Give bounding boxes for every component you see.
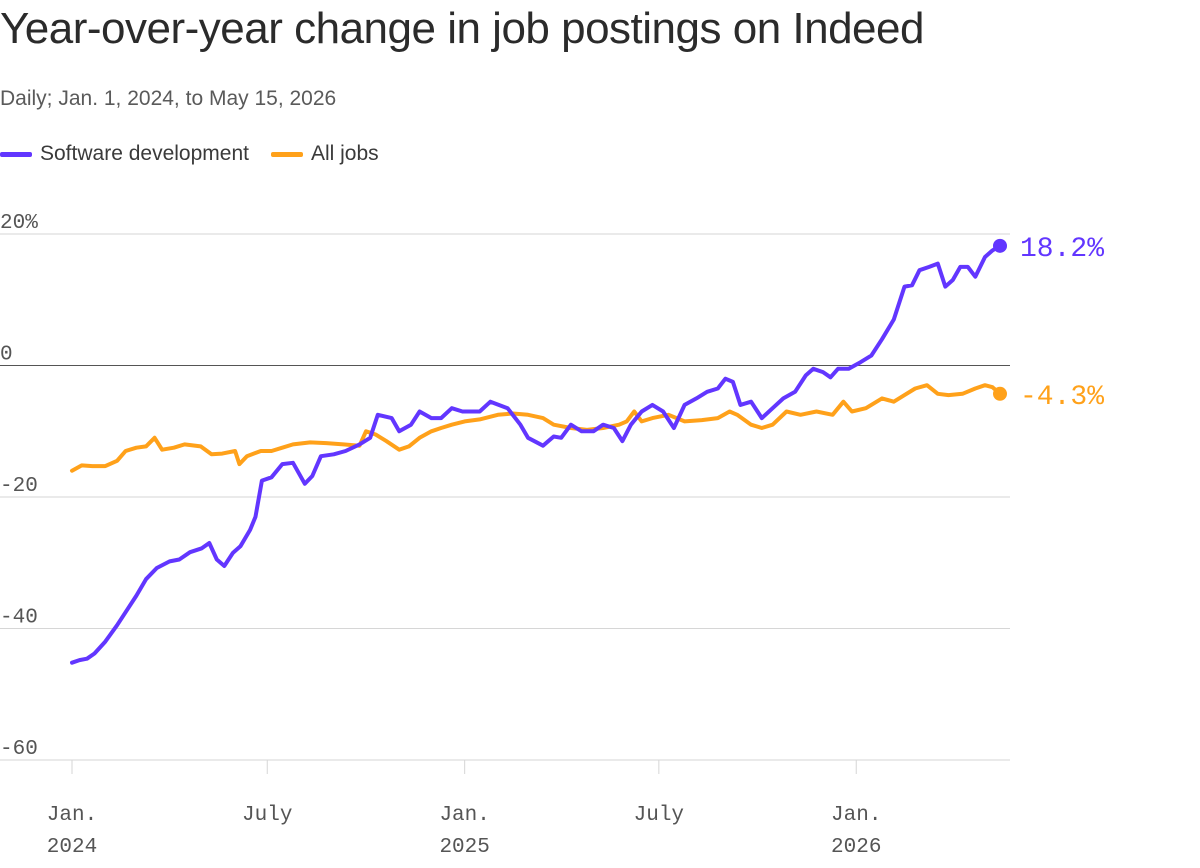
legend: Software development All jobs [0, 142, 401, 166]
end-label-software: 18.2% [1020, 234, 1104, 265]
y-tick-label: -60 [0, 738, 38, 761]
chart-subtitle: Daily; Jan. 1, 2024, to May 15, 2026 [0, 87, 337, 110]
x-tick-label: Jan. [47, 804, 97, 827]
x-tick-label: Jan. [439, 804, 489, 827]
legend-item-all-jobs: All jobs [270, 142, 379, 166]
end-dot-all-jobs [993, 386, 1007, 401]
end-label-all-jobs: -4.3% [1020, 382, 1104, 413]
series-line-all-jobs [70, 383, 1002, 473]
legend-label-software: Software development [40, 142, 249, 165]
x-tick-year-label: 2024 [47, 836, 97, 859]
x-tick-year-label: 2026 [831, 836, 881, 859]
x-tick-label: July [634, 804, 684, 827]
series-line-software [70, 243, 1002, 665]
legend-swatch-all-jobs [270, 151, 303, 157]
chart-title: Year-over-year change in job postings on… [0, 4, 924, 53]
x-tick-label: Jan. [831, 804, 881, 827]
x-tick-label: July [242, 804, 292, 827]
legend-swatch-software [0, 151, 32, 157]
y-tick-label: -40 [0, 607, 38, 630]
legend-item-software: Software development [0, 142, 249, 166]
y-tick-label: 0 [0, 344, 13, 367]
y-tick-label: -20 [0, 475, 38, 498]
legend-label-all-jobs: All jobs [310, 142, 379, 165]
end-dot-software [993, 238, 1007, 253]
y-tick-label: 20% [0, 212, 38, 235]
x-tick-year-label: 2025 [439, 836, 489, 859]
